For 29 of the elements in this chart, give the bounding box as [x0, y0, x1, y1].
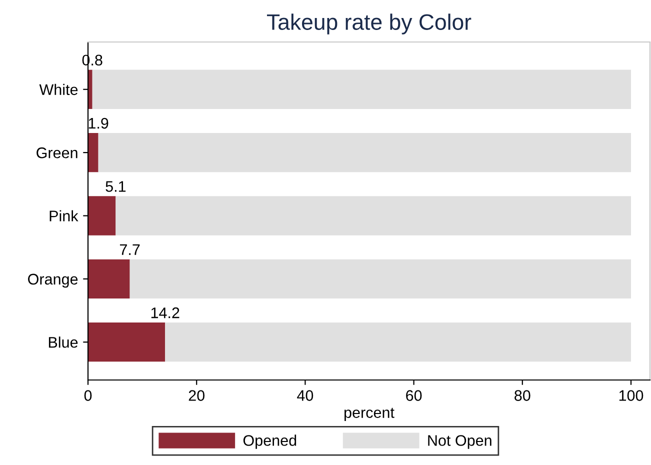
bar [116, 196, 631, 236]
bar [165, 322, 631, 362]
y-tick-label: Green [36, 147, 78, 158]
x-tick-label: 60 [406, 390, 422, 401]
data-label: 1.9 [88, 118, 108, 129]
bar [92, 70, 631, 109]
legend-label: Opened [243, 434, 296, 449]
bar [88, 196, 116, 236]
y-tick-label: White [39, 84, 78, 96]
data-label: 14.2 [151, 307, 180, 318]
x-tick-label: 0 [84, 390, 92, 401]
data-label: 5.1 [106, 181, 126, 192]
x-tick-label: 20 [188, 390, 204, 401]
x-tick-label: 100 [619, 390, 644, 401]
bar [88, 259, 130, 298]
chart-title: Takeup rate by Color [266, 14, 472, 34]
x-tick-label: 80 [514, 390, 530, 401]
data-label: 7.7 [120, 244, 140, 255]
bar [88, 322, 166, 362]
bar [88, 132, 98, 172]
bar [98, 132, 631, 172]
y-tick-label: Blue [48, 336, 78, 348]
x-tick-label: 40 [297, 390, 314, 401]
x-axis-title: percent [344, 408, 394, 421]
y-tick-label: Pink [50, 210, 78, 222]
bar [130, 259, 631, 298]
y-tick-label: Orange [28, 274, 78, 288]
legend-label: Not Open [428, 435, 492, 449]
bar [88, 70, 92, 109]
